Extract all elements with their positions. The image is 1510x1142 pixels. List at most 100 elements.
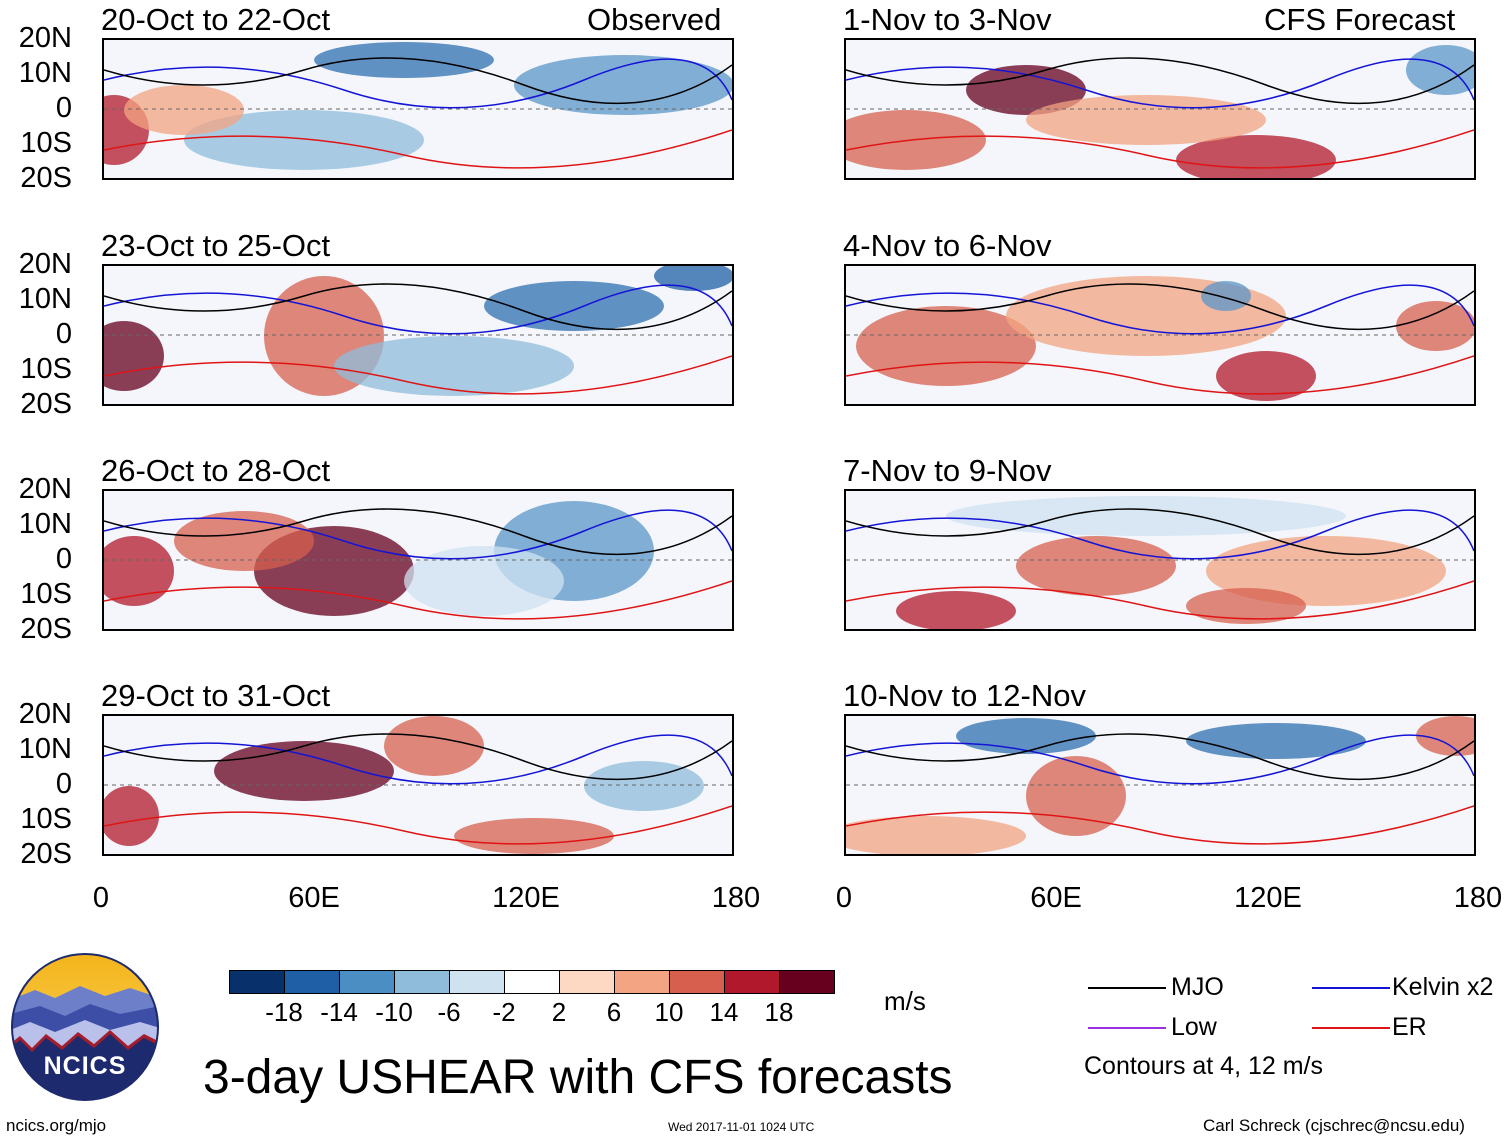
map-field: [846, 496, 1474, 629]
contour-line: [104, 58, 732, 109]
legend-label: MJO: [1171, 973, 1224, 1001]
map-field: [104, 266, 732, 396]
shear-anomaly-blob: [454, 818, 614, 854]
panel-title: 1-Nov to 3-Nov: [843, 2, 1052, 37]
y-tick-label: 0: [55, 318, 72, 350]
colorbar-label: -14: [320, 997, 358, 1027]
contour-line: [846, 284, 1474, 335]
contour-line: [104, 805, 732, 845]
contour-line: [846, 580, 1474, 620]
shear-anomaly-blob: [1186, 723, 1366, 759]
y-tick-label: 10S: [20, 578, 72, 610]
colorbar-swatch: [559, 970, 615, 994]
contour-line: [846, 805, 1474, 845]
contour-line: [846, 355, 1474, 395]
colorbar-label: -2: [492, 997, 516, 1027]
colorbar-label: 18: [764, 997, 794, 1027]
contour-line: [104, 284, 732, 335]
colorbar-swatch: [724, 970, 780, 994]
shear-anomaly-blob: [856, 306, 1036, 386]
legend-line-mjo: [1088, 987, 1166, 989]
y-tick-label: 20N: [18, 22, 72, 54]
map-field: [846, 45, 1474, 178]
map-field: [846, 276, 1474, 401]
legend-label: Kelvin x2: [1392, 973, 1494, 1001]
colorbar-label: -10: [375, 997, 413, 1027]
y-tick-label: 20S: [20, 162, 72, 194]
x-tick-label: 120E: [492, 882, 560, 914]
logo-text: NCICS: [43, 1052, 127, 1080]
legend-label: Low: [1171, 1013, 1217, 1041]
contour-line: [104, 734, 732, 785]
shear-anomaly-blob: [1216, 351, 1316, 401]
shear-anomaly-blob: [1201, 281, 1251, 311]
map-panel-obs-2: [102, 264, 734, 406]
colorbar-label: 6: [606, 997, 622, 1027]
shear-anomaly-blob: [174, 511, 314, 571]
map-field: [846, 716, 1474, 854]
contour-line: [846, 129, 1474, 169]
contour-line: [846, 509, 1474, 560]
shear-anomaly-blob: [654, 266, 732, 291]
map-panel-fcst-2: [844, 264, 1476, 406]
colorbar-swatch: [449, 970, 505, 994]
panel-title: 26-Oct to 28-Oct: [101, 453, 331, 488]
colorbar-swatch: [504, 970, 560, 994]
colorbar-label: 10: [654, 997, 684, 1027]
panel-title: 7-Nov to 9-Nov: [843, 453, 1052, 488]
contour-line: [846, 283, 1474, 331]
shear-anomaly-blob: [104, 536, 174, 606]
panel-title: 20-Oct to 22-Oct: [101, 2, 331, 37]
x-tick-label: 0: [92, 882, 110, 914]
map-field: [104, 501, 732, 620]
map-panel-fcst-4: [844, 714, 1476, 856]
colorbar-swatch: [779, 970, 835, 994]
y-tick-label: 10S: [20, 353, 72, 385]
map-field: [104, 716, 732, 854]
shear-anomaly-blob: [184, 110, 424, 170]
page-title: 3-day USHEAR with CFS forecasts: [203, 1051, 953, 1104]
shear-anomaly-blob: [946, 496, 1346, 536]
contour-line: [104, 129, 732, 169]
legend-label: ER: [1392, 1013, 1427, 1041]
shear-anomaly-blob: [846, 816, 1026, 854]
shear-anomaly-blob: [1416, 716, 1474, 756]
x-tick-label: 0: [835, 882, 853, 914]
shear-anomaly-blob: [104, 786, 159, 846]
colorbar-swatch: [284, 970, 340, 994]
colorbar-swatch: [229, 970, 285, 994]
y-tick-label: 10N: [18, 57, 72, 89]
map-panel-fcst-3: [844, 489, 1476, 631]
shear-anomaly-blob: [314, 42, 494, 78]
x-tick-label: 60E: [1030, 882, 1082, 914]
shear-anomaly-blob: [514, 55, 732, 115]
ncics-logo: NCICS: [10, 952, 160, 1102]
contour-line: [104, 508, 732, 556]
y-tick-label: 0: [55, 768, 72, 800]
legend-line-kelvin: [1312, 987, 1390, 989]
footer-credit: Carl Schreck (cjschrec@ncsu.edu): [1203, 1116, 1465, 1135]
colorbar-swatch: [394, 970, 450, 994]
contour-line: [846, 58, 1474, 109]
y-tick-label: 20S: [20, 613, 72, 645]
y-tick-label: 10N: [18, 733, 72, 765]
y-tick-label: 0: [55, 543, 72, 575]
shear-anomaly-blob: [214, 741, 394, 801]
shear-anomaly-blob: [1026, 95, 1266, 145]
footer-timestamp: Wed 2017-11-01 1024 UTC: [668, 1120, 815, 1134]
shear-anomaly-blob: [124, 85, 244, 135]
colorbar-label: 14: [709, 997, 739, 1027]
map-panel-obs-1: [102, 38, 734, 180]
colorbar-label: -6: [437, 997, 461, 1027]
contour-line: [104, 733, 732, 781]
y-tick-label: 20N: [18, 473, 72, 505]
contour-line: [104, 355, 732, 395]
colorbar-label: 2: [551, 997, 567, 1027]
contour-line: [104, 509, 732, 560]
y-tick-label: 20S: [20, 388, 72, 420]
map-panel-fcst-1: [844, 38, 1476, 180]
shear-anomaly-blob: [334, 336, 574, 396]
shear-anomaly-blob: [1016, 536, 1176, 596]
y-tick-label: 20N: [18, 248, 72, 280]
contour-line: [846, 57, 1474, 105]
